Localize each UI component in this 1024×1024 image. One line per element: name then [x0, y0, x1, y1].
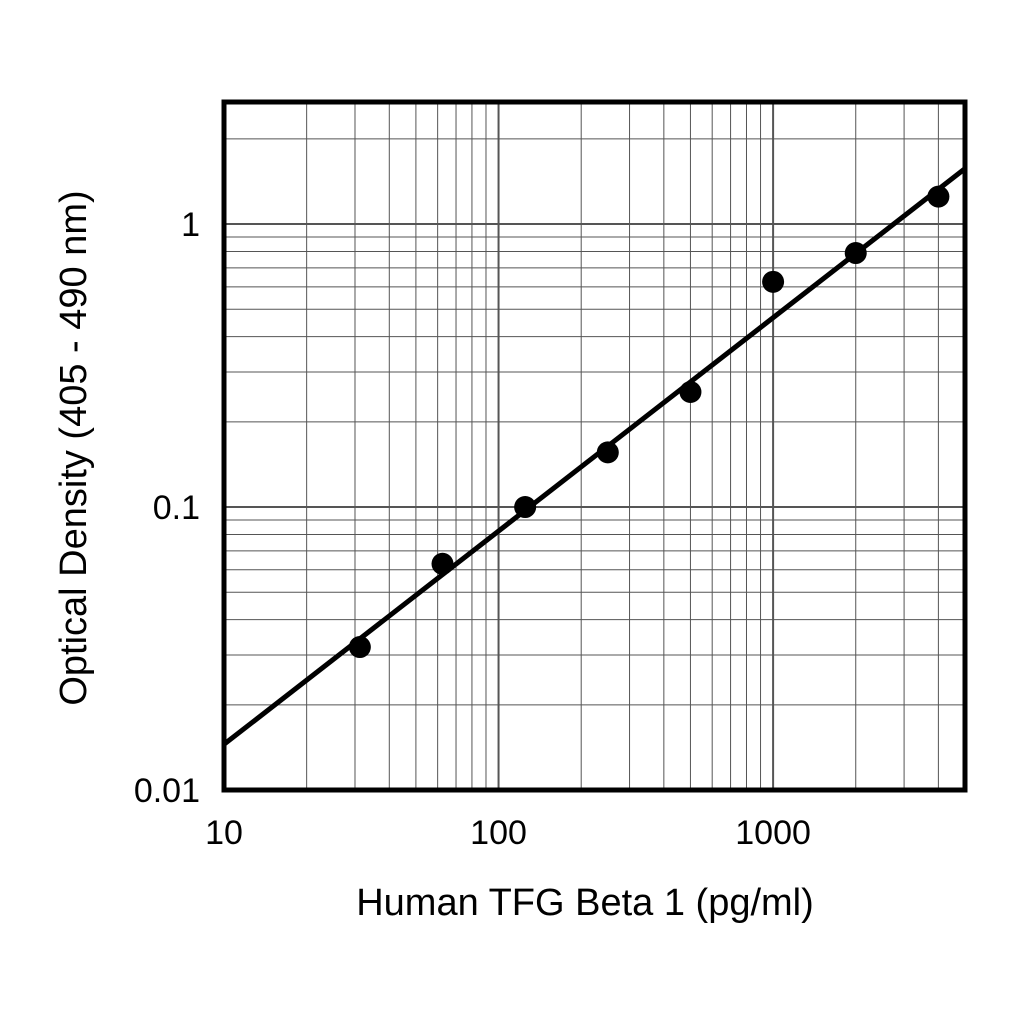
x-tick-label: 1000 [735, 814, 811, 852]
x-tick-label: 10 [205, 814, 243, 852]
data-point [514, 496, 537, 519]
y-tick-labels: 0.01 0.1 1 [134, 206, 200, 810]
x-tick-labels: 10 100 1000 [205, 814, 811, 852]
data-points [348, 185, 950, 659]
fit-line [224, 166, 965, 747]
fit-line-group [224, 166, 965, 747]
grid-lines [224, 102, 965, 790]
data-point [762, 270, 785, 293]
y-axis-title: Optical Density (405 - 490 nm) [53, 190, 95, 705]
data-point [431, 552, 454, 575]
y-tick-label: 1 [181, 206, 200, 244]
data-point [348, 636, 371, 659]
x-axis-title: Human TFG Beta 1 (pg/ml) [356, 882, 814, 924]
x-tick-label: 100 [470, 814, 527, 852]
data-point [596, 441, 619, 464]
y-tick-label: 0.1 [153, 489, 200, 527]
data-point [844, 242, 867, 265]
data-point [927, 185, 950, 208]
data-point [679, 380, 702, 403]
plot-frame [221, 99, 968, 793]
y-tick-label: 0.01 [134, 772, 200, 810]
